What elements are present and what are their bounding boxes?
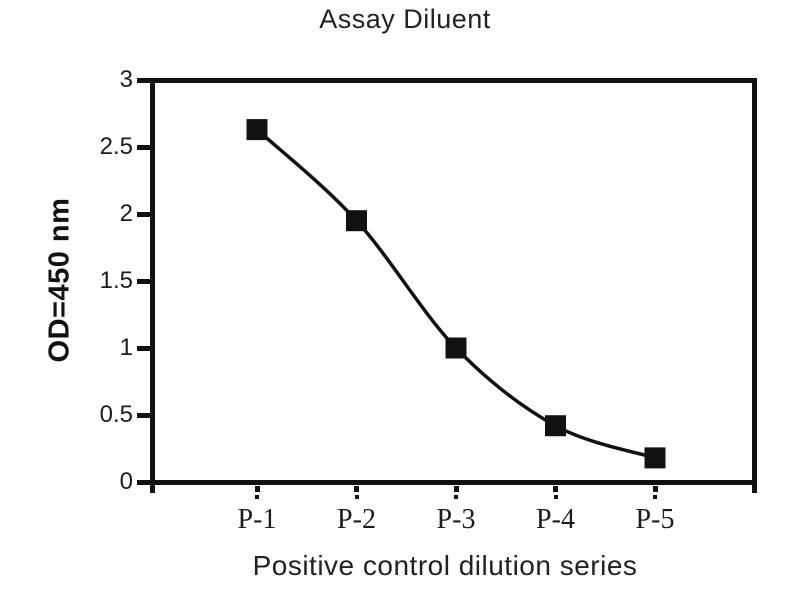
data-point-marker [644, 447, 666, 469]
y-tick-label: 2.5 [99, 133, 133, 160]
series-line [255, 128, 656, 460]
right-spine-overshoot [752, 484, 757, 493]
y-tick [137, 278, 150, 284]
data-point-marker [545, 415, 566, 437]
y-tick [137, 345, 150, 351]
x-tick [453, 486, 459, 492]
data-point-marker [246, 119, 268, 141]
data-point-marker [445, 337, 467, 359]
y-tick [137, 144, 150, 150]
x-tick-dot [553, 495, 558, 499]
x-tick [254, 486, 260, 492]
y-tick-label: 3 [119, 66, 133, 93]
x-tick-dot [653, 495, 657, 499]
x-tick [553, 486, 558, 492]
x-tick-dot [255, 495, 259, 499]
chart-title: Assay Diluent [319, 4, 491, 34]
left-spine-overshoot [150, 484, 155, 493]
x-tick-dot [354, 495, 359, 499]
x-category-label: P-5 [635, 504, 675, 535]
x-axis-label: Positive control dilution series [252, 550, 638, 581]
y-tick-label: 1 [119, 334, 133, 361]
x-category-label: P-4 [536, 504, 575, 535]
x-category-label: P-3 [436, 504, 476, 535]
y-tick-label: 2 [119, 200, 133, 227]
y-tick [137, 77, 150, 83]
data-point-marker [346, 210, 367, 232]
x-tick [652, 486, 658, 492]
y-tick-label: 0 [119, 468, 133, 495]
x-category-label: P-1 [237, 504, 277, 535]
x-category-label: P-2 [337, 504, 376, 535]
y-tick [137, 412, 150, 418]
y-tick-label: 1.5 [99, 267, 133, 294]
x-tick [354, 486, 359, 492]
x-tick-dot [454, 495, 458, 499]
plot-area [150, 78, 757, 485]
y-tick [137, 211, 150, 217]
y-tick-label: 0.5 [99, 401, 133, 428]
y-tick [137, 479, 150, 485]
